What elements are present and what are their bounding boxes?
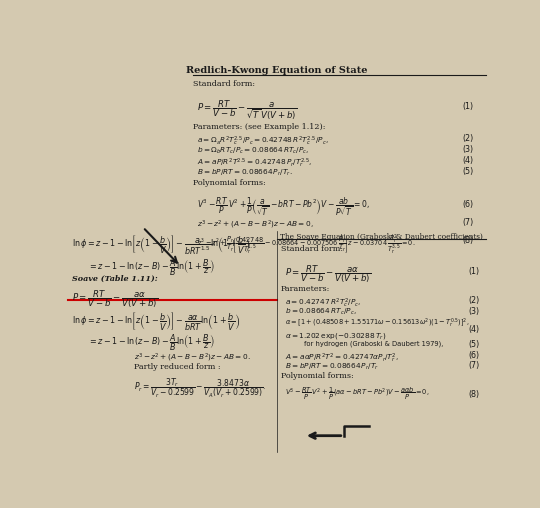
Text: (1): (1): [469, 267, 480, 276]
Text: $P = \dfrac{RT}{V-b} - \dfrac{a\alpha}{V(V+b)}$: $P = \dfrac{RT}{V-b} - \dfrac{a\alpha}{V…: [72, 289, 158, 310]
Text: $B = bP/RT = 0.08664\,P_r/T_r$: $B = bP/RT = 0.08664\,P_r/T_r$: [285, 361, 379, 371]
Text: Polynomial forms:: Polynomial forms:: [193, 179, 266, 187]
Text: $= z - 1 - \ln(z - B) - \dfrac{A}{B}\ln\!\left(1 + \dfrac{B}{z}\right)$: $= z - 1 - \ln(z - B) - \dfrac{A}{B}\ln\…: [89, 333, 215, 354]
Text: $P = \dfrac{RT}{V-b} - \dfrac{a}{\sqrt{T}\,V(V+b)}$: $P = \dfrac{RT}{V-b} - \dfrac{a}{\sqrt{T…: [197, 99, 298, 122]
Text: Partly reduced form :: Partly reduced form :: [134, 363, 221, 370]
Text: $z^3 - z^2 + \dfrac{P_r}{T_r}\!\left[\dfrac{0.42748}{T_r^{1.5}} - 0.08664 - 0.00: $z^3 - z^2 + \dfrac{P_r}{T_r}\!\left[\df…: [197, 232, 416, 256]
Text: (1): (1): [462, 103, 474, 111]
Text: (3): (3): [469, 307, 480, 315]
Text: $P_r = \dfrac{3T_r}{V_r - 0.2599} - \dfrac{3.8473\alpha}{V_A(V_r + 0.2599)}$.: $P_r = \dfrac{3T_r}{V_r - 0.2599} - \dfr…: [134, 376, 267, 400]
Text: (6): (6): [469, 351, 480, 360]
Text: $V^3 - \dfrac{RT}{P}\,V^2 + \dfrac{1}{P}(a\alpha - bRT - Pb^2)V - \dfrac{a\alpha: $V^3 - \dfrac{RT}{P}\,V^2 + \dfrac{1}{P}…: [285, 387, 430, 402]
Text: (2): (2): [462, 135, 474, 143]
Text: Parameters: (see Example 1.12):: Parameters: (see Example 1.12):: [193, 123, 326, 131]
Text: Soave (Table 1.11):: Soave (Table 1.11):: [72, 275, 158, 283]
Text: $\alpha = 1.202\,\exp(-0.30288\,T_r)$: $\alpha = 1.202\,\exp(-0.30288\,T_r)$: [285, 331, 386, 341]
Text: (6): (6): [462, 200, 474, 209]
Text: $z^3 - z^2 + (A - B - B^2)z - AB = 0$.: $z^3 - z^2 + (A - B - B^2)z - AB = 0$.: [134, 352, 251, 364]
Text: $\alpha = [1 + (0.48508 + 1.55171\omega - 0.15613\omega^2)(1 - T_r^{0.5})]^2$,: $\alpha = [1 + (0.48508 + 1.55171\omega …: [285, 317, 470, 330]
Text: (4): (4): [469, 326, 480, 334]
Text: $z^3 - z^2 + (A - B - B^2)z - AB = 0$,: $z^3 - z^2 + (A - B - B^2)z - AB = 0$,: [197, 218, 314, 231]
Text: $b = \Omega_b RT_c/P_c = 0.08664\,RT_c/P_c$,: $b = \Omega_b RT_c/P_c = 0.08664\,RT_c/P…: [197, 145, 310, 155]
Text: (8): (8): [462, 236, 474, 245]
Text: (2): (2): [469, 297, 480, 305]
Text: $A = aP/R^2T^{2.5} = 0.42748\,P_r/T_r^{2.5}$,: $A = aP/R^2T^{2.5} = 0.42748\,P_r/T_r^{2…: [197, 156, 313, 170]
Text: $a = \Omega_a R^2 T_c^{2.5}/P_c = 0.42748\,R^2 T_c^{2.5}/P_c$,: $a = \Omega_a R^2 T_c^{2.5}/P_c = 0.4274…: [197, 135, 329, 148]
Text: The Soave Equation (Graboski & Daubert coefficients): The Soave Equation (Graboski & Daubert c…: [280, 233, 483, 241]
Text: (5): (5): [469, 340, 480, 349]
Text: (7): (7): [462, 218, 474, 227]
Text: (3): (3): [462, 145, 474, 154]
Text: $B = bP/RT = 0.08664\,P_r/T_r$.: $B = bP/RT = 0.08664\,P_r/T_r$.: [197, 167, 293, 178]
Text: for hydrogen (Graboski & Daubert 1979),: for hydrogen (Graboski & Daubert 1979),: [304, 340, 443, 347]
Text: (7): (7): [469, 361, 480, 370]
Text: Parameters:: Parameters:: [281, 285, 330, 294]
Text: $\ln\phi = z - 1 - \ln\!\left[z\left(1 - \dfrac{b}{V}\right)\right] - \dfrac{a}{: $\ln\phi = z - 1 - \ln\!\left[z\left(1 -…: [72, 234, 250, 257]
Text: (4): (4): [462, 156, 474, 166]
Text: (8): (8): [469, 390, 480, 399]
Text: $= z - 1 - \ln(z - B) - \dfrac{A}{B}\ln\!\left(1 + \dfrac{B}{z}\right)$: $= z - 1 - \ln(z - B) - \dfrac{A}{B}\ln\…: [89, 258, 215, 278]
Text: $P = \dfrac{RT}{V-b} - \dfrac{a\alpha}{V(V+b)}$: $P = \dfrac{RT}{V-b} - \dfrac{a\alpha}{V…: [285, 264, 371, 285]
Text: Standard form:: Standard form:: [193, 80, 255, 88]
Text: $b = 0.08664\,RT_c/P_c$,: $b = 0.08664\,RT_c/P_c$,: [285, 307, 357, 317]
Text: $V^3 - \dfrac{RT}{P}\,V^2 + \dfrac{1}{P}\!\left(\dfrac{a}{\sqrt{T}} - bRT - Pb^2: $V^3 - \dfrac{RT}{P}\,V^2 + \dfrac{1}{P}…: [197, 196, 370, 218]
Text: $A = a\alpha P/R^2 T^2 = 0.42747\alpha P_r/T_r^2$,: $A = a\alpha P/R^2 T^2 = 0.42747\alpha P…: [285, 351, 399, 365]
Text: $a = 0.42747\,R^2 T_c^2/P_c$,: $a = 0.42747\,R^2 T_c^2/P_c$,: [285, 297, 361, 310]
Text: (5): (5): [462, 167, 474, 176]
Text: Standard form:: Standard form:: [281, 245, 343, 253]
Text: $\ln\phi = z - 1 - \ln\!\left[z\left(1 - \dfrac{b}{V}\right)\right] - \dfrac{a\a: $\ln\phi = z - 1 - \ln\!\left[z\left(1 -…: [72, 310, 240, 332]
Text: Polynomial forms:: Polynomial forms:: [281, 372, 354, 380]
Text: Redlich-Kwong Equation of State: Redlich-Kwong Equation of State: [186, 66, 368, 75]
